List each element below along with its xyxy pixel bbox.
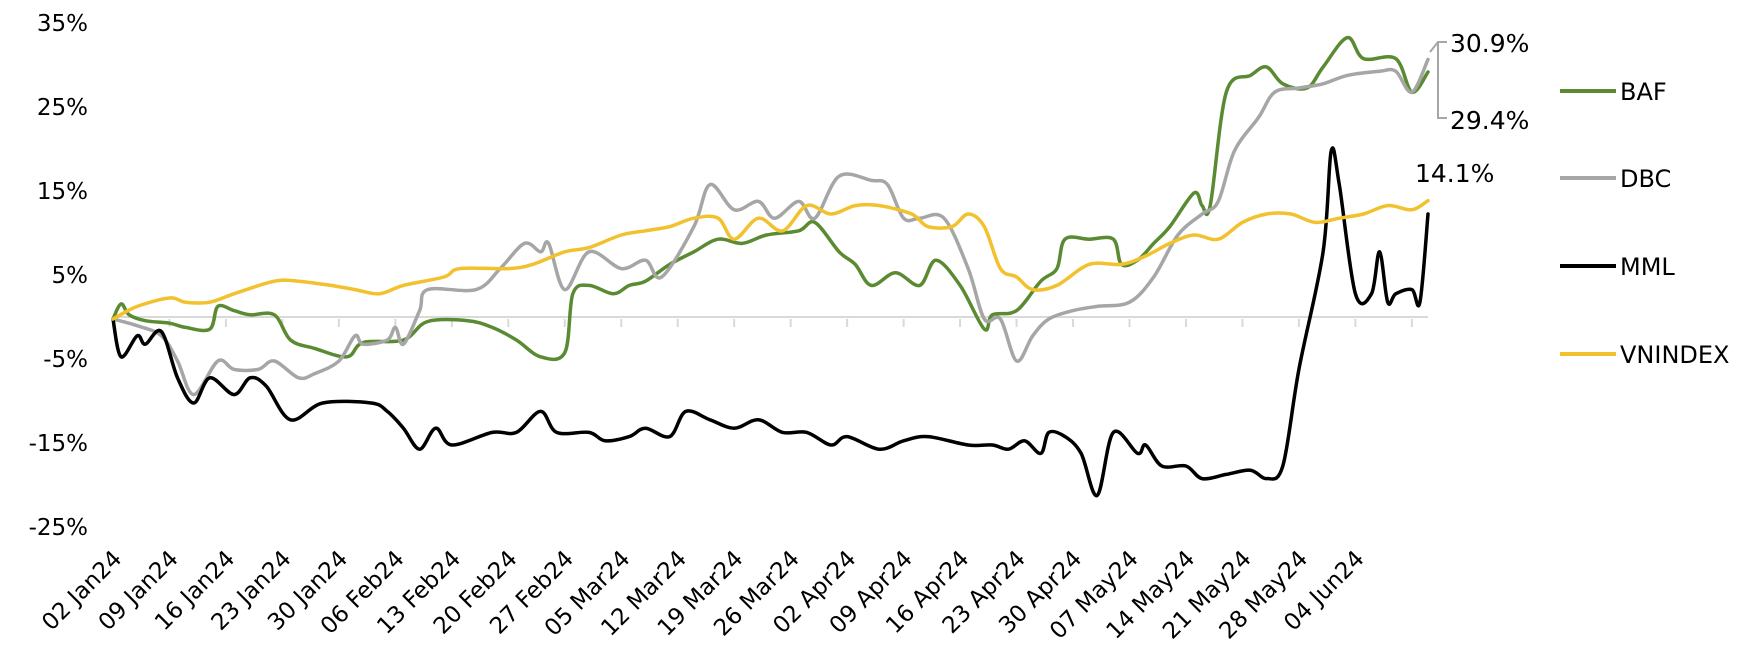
series-line-vnindex [111,198,1430,321]
x-axis-ticks [112,319,1413,327]
legend-item: DBC [1560,165,1671,193]
y-axis: 35% 25% 15% 5% -5% -15% -25% [29,11,88,541]
end-label-bracket [1429,41,1447,119]
y-tick-label: 5% [52,263,89,289]
series-line-mml [111,146,1430,498]
legend-label-mml: MML [1620,253,1675,281]
series-lines [111,35,1430,498]
legend-label-dbc: DBC [1620,165,1671,193]
legend-item: VNINDEX [1560,341,1730,369]
legend: BAF DBC MML VNINDEX [1560,78,1730,369]
y-tick-label: -5% [43,347,88,373]
bracket-line [1429,41,1447,119]
y-tick-label: -15% [29,431,88,457]
series-line-baf [111,35,1430,362]
y-tick-label: 25% [37,95,88,121]
end-label-baf: 29.4% [1450,106,1529,135]
end-label-dbc: 30.9% [1450,29,1529,58]
legend-label-vnindex: VNINDEX [1620,341,1730,369]
series-line-dbc [111,57,1430,397]
legend-item: MML [1560,253,1675,281]
legend-label-baf: BAF [1620,78,1667,106]
y-tick-label: 15% [37,179,88,205]
legend-item: BAF [1560,78,1667,106]
y-tick-label: -25% [29,515,88,541]
end-label-vnindex: 14.1% [1415,159,1494,188]
y-tick-label: 35% [37,11,88,37]
